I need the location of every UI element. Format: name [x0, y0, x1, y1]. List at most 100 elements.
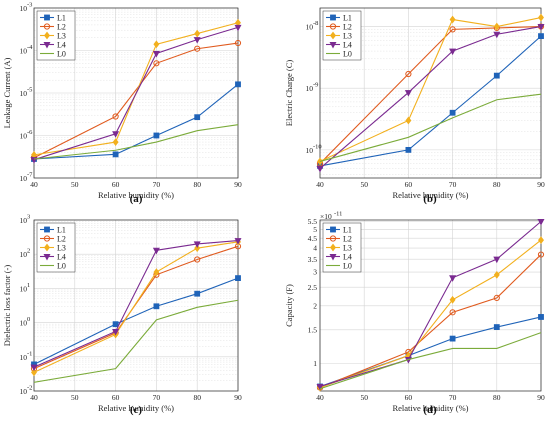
data-point-L3 — [112, 138, 119, 146]
legend-label-L0: L0 — [343, 49, 352, 58]
data-point-L3 — [405, 116, 412, 125]
data-point-L2 — [194, 45, 201, 52]
y-tick-label: 10 — [20, 353, 28, 362]
data-point-L3 — [538, 13, 544, 22]
x-tick-label: 70 — [449, 180, 457, 189]
data-point-L4 — [152, 50, 160, 58]
data-point-L1 — [493, 72, 500, 79]
data-point-L1 — [112, 151, 119, 158]
axes-frame — [319, 7, 542, 179]
x-axis-label: Relative humidity (%) — [392, 403, 468, 413]
data-point-L2 — [537, 251, 545, 258]
legend-label-L2: L2 — [57, 234, 66, 243]
y-tick-label: 1 — [313, 359, 317, 368]
legend-label-L0: L0 — [57, 261, 66, 270]
legend-label-L4: L4 — [343, 252, 352, 261]
legend-label-L1: L1 — [57, 13, 66, 22]
data-point-L4 — [152, 247, 160, 255]
axes-frame — [319, 219, 542, 392]
data-point-L3 — [317, 157, 323, 166]
data-point-L4 — [316, 165, 324, 173]
series-L4 — [30, 238, 242, 372]
data-point-L4 — [112, 328, 120, 336]
x-tick-label: 40 — [316, 393, 324, 402]
data-point-L1 — [235, 81, 241, 88]
legend-marker-L4 — [329, 254, 337, 261]
y-tick-label: 10 — [20, 387, 28, 396]
y-tick-exponent: 1 — [27, 282, 30, 289]
series-L0 — [33, 299, 239, 383]
y-axis-label: Leakage Current (A) — [2, 57, 12, 128]
axes-frame — [33, 219, 239, 392]
series-L4 — [30, 24, 242, 164]
data-point-L1 — [194, 290, 201, 297]
legend-marker-L4 — [329, 41, 337, 49]
data-point-L3 — [449, 295, 456, 304]
data-point-L2 — [153, 60, 160, 67]
y-tick-exponent: -2 — [27, 385, 32, 392]
data-point-L3 — [153, 40, 160, 49]
data-point-L4 — [493, 256, 501, 264]
series-line-L0 — [33, 124, 239, 160]
data-point-L4 — [112, 131, 120, 138]
legend-label-L1: L1 — [343, 225, 352, 234]
panel-label: (a) — [130, 193, 143, 205]
y-tick-label: 10 — [20, 132, 28, 141]
legend-label-L3: L3 — [343, 243, 352, 252]
data-point-L4 — [537, 219, 545, 226]
legend-marker-L2 — [329, 235, 337, 242]
data-point-L1 — [493, 324, 500, 330]
legend-label-L4: L4 — [57, 40, 66, 49]
legend-label-L4: L4 — [343, 40, 352, 49]
y-tick-exponent: 3 — [27, 214, 30, 221]
data-point-L3 — [153, 268, 160, 276]
y-tick-label: 4.5 — [308, 234, 318, 243]
y-tick-label: 10 — [20, 4, 28, 13]
series-L3 — [31, 18, 241, 159]
legend-marker-L2 — [329, 23, 337, 30]
data-point-L4 — [404, 90, 412, 97]
x-tick-label: 40 — [30, 393, 38, 402]
series-line-L0 — [33, 299, 239, 383]
series-line-L2 — [33, 42, 239, 159]
data-point-L4 — [449, 48, 457, 56]
x-axis-label: Relative humidity (%) — [98, 190, 174, 200]
y-tick-exponent: 0 — [27, 316, 30, 323]
data-point-L1 — [194, 114, 201, 121]
y-tick-label: 10 — [20, 250, 28, 259]
y-tick-label: 10 — [306, 84, 314, 93]
y-tick-label: 10 — [20, 47, 28, 56]
series-line-L0 — [319, 93, 542, 162]
data-point-L1 — [449, 335, 456, 342]
x-tick-label: 50 — [71, 393, 79, 402]
x-tick-label: 70 — [153, 180, 161, 189]
y-axis-label: Electric Charge (C) — [284, 60, 294, 127]
y-tick-exponent: -1 — [27, 350, 32, 357]
y-tick-label: 10 — [306, 23, 314, 32]
x-axis-label: Relative humidity (%) — [392, 190, 468, 200]
data-point-L3 — [493, 270, 500, 279]
x-tick-label: 60 — [112, 180, 120, 189]
x-tick-label: 90 — [234, 180, 242, 189]
x-tick-label: 40 — [316, 180, 324, 189]
y-tick-label: 5.5 — [308, 217, 318, 226]
data-point-L3 — [31, 368, 37, 377]
data-point-L3 — [194, 29, 201, 38]
legend-marker-L3 — [330, 31, 336, 40]
legend-label-L2: L2 — [343, 234, 352, 243]
series-L0 — [319, 332, 542, 390]
data-point-L2 — [449, 309, 456, 316]
legend-label-L3: L3 — [343, 31, 352, 40]
y-tick-label: 10 — [20, 89, 28, 98]
legend-marker-L3 — [44, 31, 50, 40]
series-line-L2 — [319, 26, 542, 164]
y-axis-label: Capacity (F) — [284, 284, 294, 327]
x-tick-label: 50 — [360, 393, 368, 402]
x-tick-label: 90 — [537, 180, 545, 189]
y-tick-exponent: -9 — [313, 82, 318, 89]
